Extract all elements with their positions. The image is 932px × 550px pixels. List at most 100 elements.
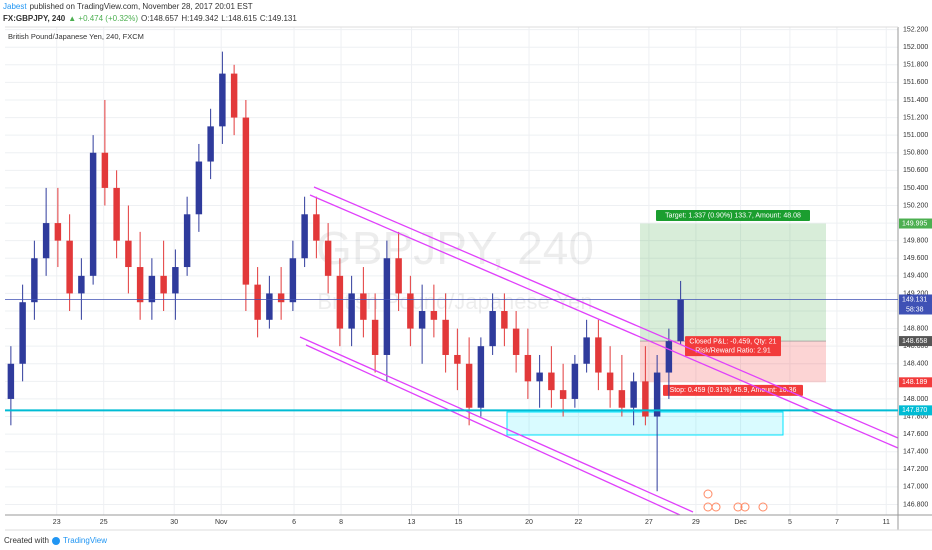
y-tick-label: 150.800 bbox=[903, 150, 928, 157]
y-tick-label: 150.600 bbox=[903, 167, 928, 174]
price-marker-label: 148.189 bbox=[902, 379, 927, 386]
ohlc-high: H:149.342 bbox=[181, 14, 218, 23]
header-line-2: FX:GBPJPY, 240 ▲ +0.474 (+0.32%) O:148.657… bbox=[3, 14, 297, 23]
candle-body bbox=[324, 240, 332, 276]
candle-body bbox=[31, 258, 38, 303]
price-marker bbox=[899, 336, 932, 347]
candle-body bbox=[301, 214, 308, 259]
candle-body bbox=[230, 73, 238, 118]
author[interactable]: Jabest bbox=[3, 2, 27, 11]
countdown-box bbox=[899, 304, 932, 315]
candle-body bbox=[677, 299, 684, 342]
price-marker-label: 147.870 bbox=[902, 407, 927, 414]
candle-body bbox=[113, 187, 120, 241]
candle-body bbox=[465, 363, 473, 408]
candle-body bbox=[477, 346, 485, 408]
y-tick-label: 150.200 bbox=[903, 202, 928, 209]
price-marker-label: 149.131 bbox=[902, 296, 927, 303]
candle-body bbox=[172, 267, 179, 294]
y-tick-label: 147.800 bbox=[903, 413, 928, 420]
candle-body bbox=[383, 258, 391, 355]
candle-body bbox=[336, 275, 344, 329]
candle-body bbox=[219, 73, 226, 127]
x-tick-label: 7 bbox=[835, 519, 839, 526]
footer-brand[interactable]: TradingView bbox=[63, 536, 107, 545]
candle-body bbox=[360, 293, 367, 320]
y-tick-label: 147.200 bbox=[903, 466, 928, 473]
channel-upper bbox=[313, 186, 899, 439]
candle-body bbox=[653, 372, 661, 417]
x-tick-label: 5 bbox=[788, 519, 792, 526]
candle-body bbox=[418, 311, 426, 329]
candle-body bbox=[571, 363, 579, 399]
chart-title: British Pound/Japanese Yen, 240, FXCM bbox=[8, 32, 144, 41]
candle-body bbox=[524, 354, 532, 382]
symbol: FX:GBPJPY, 240 bbox=[3, 14, 66, 23]
candle-body bbox=[289, 258, 297, 303]
change: ▲ +0.474 (+0.32%) bbox=[68, 14, 138, 23]
y-tick-label: 147.400 bbox=[903, 449, 928, 456]
candle-body bbox=[395, 258, 402, 294]
candle-body bbox=[125, 240, 132, 268]
pnl-label: Closed P&L: -0.459, Qty: 21 bbox=[689, 338, 776, 345]
y-tick-label: 151.600 bbox=[903, 79, 928, 86]
candle-body bbox=[642, 381, 649, 417]
price-marker-label: 149.995 bbox=[902, 220, 927, 227]
y-tick-label: 151.400 bbox=[903, 97, 928, 104]
target-label-box bbox=[656, 210, 810, 222]
y-tick-label: 148.600 bbox=[903, 343, 928, 350]
price-marker-label: 148.658 bbox=[902, 338, 927, 345]
candle-body bbox=[148, 275, 156, 303]
channel-lower bbox=[299, 336, 694, 513]
stop-label-box bbox=[663, 384, 803, 396]
price-marker bbox=[899, 294, 932, 305]
y-tick-label: 147.000 bbox=[903, 484, 928, 491]
candle-body bbox=[407, 293, 414, 329]
candle-body bbox=[454, 354, 461, 364]
candle-body bbox=[160, 275, 167, 294]
candle-body bbox=[501, 311, 508, 329]
price-marker bbox=[899, 377, 932, 388]
y-tick-label: 147.600 bbox=[903, 431, 928, 438]
y-tick-label: 149.400 bbox=[903, 273, 928, 280]
x-tick-label: 20 bbox=[525, 519, 533, 526]
x-tick-label: Nov bbox=[215, 519, 228, 526]
candle-body bbox=[536, 372, 543, 382]
stop-label: Stop: 0.459 (0.31%) 45.9, Amount: 10.36 bbox=[670, 387, 797, 394]
header-line-1: Jabest published on TradingView.com, Nove… bbox=[3, 2, 253, 11]
candle-body bbox=[207, 126, 214, 162]
x-tick-label: Dec bbox=[734, 519, 747, 526]
candle-body bbox=[266, 293, 273, 320]
candle-body bbox=[583, 337, 590, 364]
candle-body bbox=[42, 223, 50, 259]
x-tick-label: 6 bbox=[292, 519, 296, 526]
candle-body bbox=[89, 152, 97, 276]
price-marker bbox=[899, 405, 932, 416]
x-tick-label: 15 bbox=[455, 519, 463, 526]
candle-body bbox=[489, 311, 496, 347]
y-tick-label: 146.800 bbox=[903, 501, 928, 508]
y-tick-label: 148.000 bbox=[903, 396, 928, 403]
candle-body bbox=[195, 161, 203, 215]
x-tick-label: 8 bbox=[339, 519, 343, 526]
y-tick-label: 151.200 bbox=[903, 114, 928, 121]
candle-body bbox=[136, 267, 144, 303]
pnl-label-box bbox=[685, 336, 781, 357]
candle-body bbox=[7, 363, 15, 399]
candle-body bbox=[313, 214, 320, 241]
target-label: Target: 1.337 (0.90%) 133.7, Amount: 48.… bbox=[665, 212, 801, 219]
price-marker bbox=[899, 218, 932, 229]
candle-body bbox=[606, 372, 614, 391]
candle-body bbox=[254, 284, 261, 320]
ohlc-open: O:148.657 bbox=[141, 14, 179, 23]
x-tick-label: 13 bbox=[408, 519, 416, 526]
y-tick-label: 149.600 bbox=[903, 255, 928, 262]
y-tick-label: 149.200 bbox=[903, 290, 928, 297]
ohlc-low: L:148.615 bbox=[221, 14, 257, 23]
pnl-label: Risk/Reward Ratio: 2.91 bbox=[695, 347, 771, 354]
candle-body bbox=[78, 275, 85, 294]
candle-body bbox=[442, 319, 449, 355]
y-tick-label: 151.000 bbox=[903, 132, 928, 139]
